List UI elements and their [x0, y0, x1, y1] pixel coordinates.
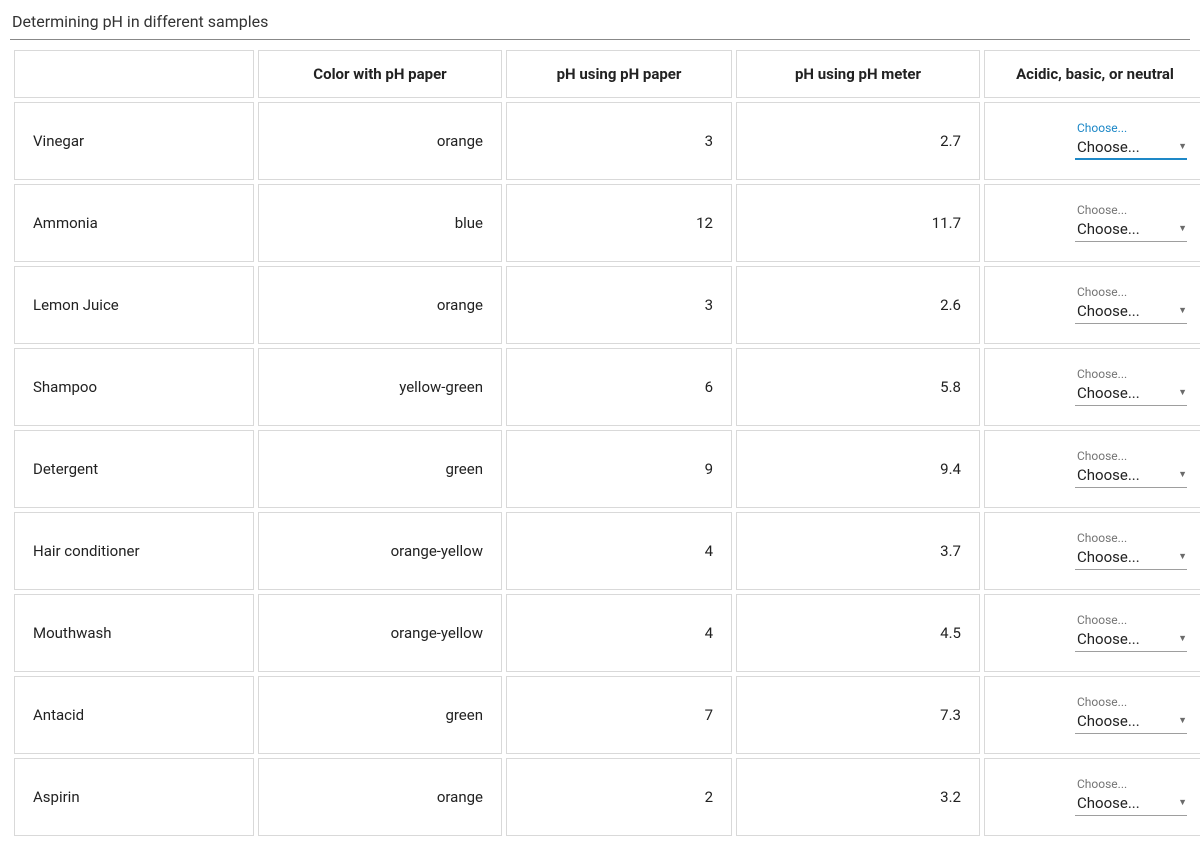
- ph-paper-cell: 2: [506, 758, 732, 836]
- dropdown-placeholder: Choose...: [1077, 712, 1140, 730]
- dropdown-floating-label: Choose...: [1075, 122, 1187, 135]
- chevron-down-icon: ▼: [1178, 141, 1187, 152]
- ph-paper-cell: 3: [506, 266, 732, 344]
- classification-dropdown[interactable]: Choose... ▼: [1075, 136, 1187, 160]
- ph-paper-cell: 4: [506, 512, 732, 590]
- dropdown-floating-label: Choose...: [1075, 778, 1187, 791]
- classification-cell: Choose... Choose... ▼: [984, 348, 1200, 426]
- sample-cell: Vinegar: [14, 102, 254, 180]
- ph-paper-cell: 12: [506, 184, 732, 262]
- ph-meter-cell: 2.6: [736, 266, 980, 344]
- dropdown-floating-label: Choose...: [1075, 532, 1187, 545]
- chevron-down-icon: ▼: [1178, 305, 1187, 316]
- color-cell: blue: [258, 184, 502, 262]
- sample-cell: Hair conditioner: [14, 512, 254, 590]
- ph-paper-cell: 6: [506, 348, 732, 426]
- col-header-sample: [14, 50, 254, 98]
- sample-cell: Shampoo: [14, 348, 254, 426]
- chevron-down-icon: ▼: [1178, 223, 1187, 234]
- classification-dropdown[interactable]: Choose... ▼: [1075, 464, 1187, 488]
- classification-cell: Choose... Choose... ▼: [984, 266, 1200, 344]
- color-cell: orange: [258, 758, 502, 836]
- classification-cell: Choose... Choose... ▼: [984, 676, 1200, 754]
- sample-cell: Aspirin: [14, 758, 254, 836]
- ph-table: Color with pH paper pH using pH paper pH…: [10, 46, 1200, 840]
- classification-cell: Choose... Choose... ▼: [984, 512, 1200, 590]
- table-row: Aspirinorange23.2 Choose... Choose... ▼: [14, 758, 1200, 836]
- ph-paper-cell: 4: [506, 594, 732, 672]
- ph-meter-cell: 3.2: [736, 758, 980, 836]
- classification-dropdown[interactable]: Choose... ▼: [1075, 300, 1187, 324]
- dropdown-floating-label: Choose...: [1075, 614, 1187, 627]
- classification-dropdown[interactable]: Choose... ▼: [1075, 792, 1187, 816]
- dropdown-floating-label: Choose...: [1075, 696, 1187, 709]
- color-cell: orange: [258, 266, 502, 344]
- sample-cell: Mouthwash: [14, 594, 254, 672]
- dropdown-placeholder: Choose...: [1077, 794, 1140, 812]
- ph-paper-cell: 3: [506, 102, 732, 180]
- table-row: Shampooyellow-green65.8Choose...Choose..…: [14, 348, 1200, 426]
- ph-meter-cell: 11.7: [736, 184, 980, 262]
- color-cell: green: [258, 676, 502, 754]
- table-row: Mouthwashorange-yellow44.5Choose...Choos…: [14, 594, 1200, 672]
- classification-cell: Choose... Choose... ▼: [984, 184, 1200, 262]
- ph-meter-cell: 2.7: [736, 102, 980, 180]
- classification-cell: Choose... Choose... ▼: [984, 430, 1200, 508]
- table-row: Hair conditionerorange-yellow43.7 Choose.…: [14, 512, 1200, 590]
- sample-cell: Lemon Juice: [14, 266, 254, 344]
- classification-cell: Choose... Choose... ▼: [984, 102, 1200, 180]
- classification-dropdown[interactable]: Choose... ▼: [1075, 382, 1187, 406]
- dropdown-placeholder: Choose...: [1077, 384, 1140, 402]
- classification-dropdown[interactable]: Choose... ▼: [1075, 546, 1187, 570]
- ph-meter-cell: 9.4: [736, 430, 980, 508]
- classification-cell: Choose... Choose... ▼: [984, 758, 1200, 836]
- col-header-color: Color with pH paper: [258, 50, 502, 98]
- dropdown-floating-label: Choose...: [1075, 286, 1187, 299]
- dropdown-floating-label: Choose...: [1075, 204, 1187, 217]
- chevron-down-icon: ▼: [1178, 387, 1187, 398]
- color-cell: orange-yellow: [258, 594, 502, 672]
- table-header-row: Color with pH paper pH using pH paper pH…: [14, 50, 1200, 98]
- color-cell: green: [258, 430, 502, 508]
- chevron-down-icon: ▼: [1178, 715, 1187, 726]
- ph-meter-cell: 7.3: [736, 676, 980, 754]
- sample-cell: Antacid: [14, 676, 254, 754]
- sample-cell: Ammonia: [14, 184, 254, 262]
- classification-dropdown[interactable]: Choose... ▼: [1075, 628, 1187, 652]
- ph-meter-cell: 3.7: [736, 512, 980, 590]
- dropdown-placeholder: Choose...: [1077, 138, 1140, 156]
- classification-cell: Choose... Choose... ▼: [984, 594, 1200, 672]
- col-header-classification: Acidic, basic, or neutral: [984, 50, 1200, 98]
- classification-dropdown[interactable]: Choose... ▼: [1075, 218, 1187, 242]
- table-row: Detergentgreen99.4 Choose... Choose... ▼: [14, 430, 1200, 508]
- sample-cell: Detergent: [14, 430, 254, 508]
- dropdown-placeholder: Choose...: [1077, 630, 1140, 648]
- col-header-ph-paper: pH using pH paper: [506, 50, 732, 98]
- dropdown-floating-label: Choose...: [1075, 368, 1187, 381]
- col-header-ph-meter: pH using pH meter: [736, 50, 980, 98]
- dropdown-placeholder: Choose...: [1077, 220, 1140, 238]
- color-cell: yellow-green: [258, 348, 502, 426]
- table-row: Antacidgreen77.3 Choose... Choose... ▼: [14, 676, 1200, 754]
- table-row: Vinegarorange32.7 Choose... Choose... ▼: [14, 102, 1200, 180]
- color-cell: orange-yellow: [258, 512, 502, 590]
- chevron-down-icon: ▼: [1178, 797, 1187, 808]
- dropdown-placeholder: Choose...: [1077, 302, 1140, 320]
- ph-paper-cell: 7: [506, 676, 732, 754]
- ph-meter-cell: 4.5: [736, 594, 980, 672]
- classification-dropdown[interactable]: Choose... ▼: [1075, 710, 1187, 734]
- chevron-down-icon: ▼: [1178, 633, 1187, 644]
- chevron-down-icon: ▼: [1178, 469, 1187, 480]
- table-row: Ammoniablue1211.7 Choose... Choose... ▼: [14, 184, 1200, 262]
- color-cell: orange: [258, 102, 502, 180]
- ph-meter-cell: 5.8: [736, 348, 980, 426]
- table-row: Lemon Juiceorange32.6 Choose... Choose... ▼: [14, 266, 1200, 344]
- dropdown-placeholder: Choose...: [1077, 466, 1140, 484]
- dropdown-floating-label: Choose...: [1075, 450, 1187, 463]
- ph-paper-cell: 9: [506, 430, 732, 508]
- dropdown-placeholder: Choose...: [1077, 548, 1140, 566]
- page-title: Determining pH in different samples: [10, 8, 1190, 40]
- chevron-down-icon: ▼: [1178, 551, 1187, 562]
